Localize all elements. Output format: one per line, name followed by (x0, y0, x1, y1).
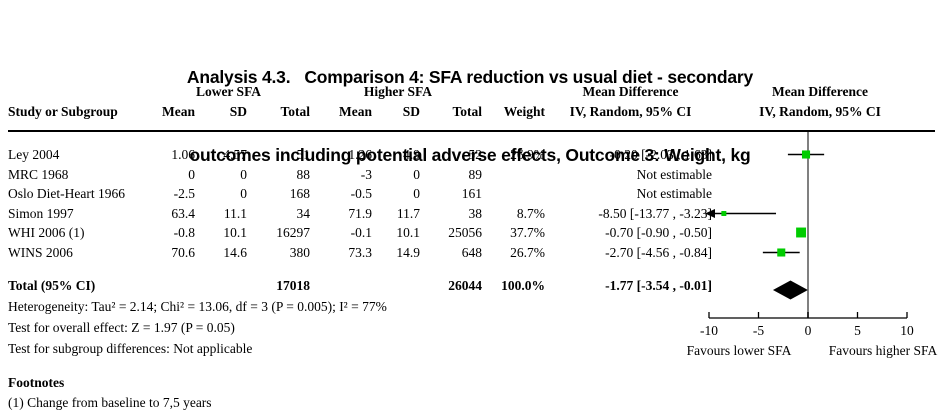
study-name: WHI 2006 (1) (8, 225, 85, 240)
analysis-title: Analysis 4.3. Comparison 4: SFA reductio… (0, 12, 940, 220)
analysis-title-line2: outcomes including potential adverse eff… (189, 145, 751, 165)
table-row: WHI 2006 (1) -0.8 10.1 16297 -0.1 10.1 25056 37… (0, 225, 940, 241)
ci-text: Not estimable (636, 186, 712, 201)
mean-lower: 0 (188, 167, 195, 182)
axis-tick-label: 5 (854, 323, 861, 338)
sd-lower: 11.1 (223, 206, 247, 221)
table-row: Simon 1997 63.4 11.1 34 71.9 11.7 38 8.7% -8.50 … (0, 206, 940, 222)
sd-lower: 4.57 (223, 147, 247, 162)
axis-tick-label: -10 (700, 323, 718, 338)
axis-tick-label: 0 (805, 323, 812, 338)
mean-higher: -0.5 (350, 186, 372, 201)
group-header-higher-sfa: Higher SFA (363, 84, 433, 99)
total-row: Total (95% CI) 17018 26044 100.0% -1.77 … (0, 278, 940, 294)
weight-value (486, 186, 545, 202)
mean-lower: -0.8 (173, 225, 195, 240)
footnote-1: (1) Change from baseline to 7,5 years (8, 395, 212, 410)
total-lower: 16297 (276, 225, 310, 240)
mean-higher: 73.3 (348, 245, 372, 260)
total-higher: 38 (468, 206, 483, 221)
col-header-mean-2: Mean (339, 104, 372, 119)
study-name: MRC 1968 (8, 167, 69, 182)
weight-value: 26.7% (510, 245, 545, 260)
axis-tick-label: 10 (900, 323, 914, 338)
col-header-sd-1: SD (229, 104, 247, 119)
sd-higher: 14.9 (396, 245, 420, 260)
header-rule (8, 130, 935, 132)
sd-higher: 4.9 (403, 147, 420, 162)
table-row: WINS 2006 70.6 14.6 380 73.3 14.9 648 26.7% -2.7… (0, 245, 940, 261)
table-row: Ley 2004 1.06 4.57 51 1.26 4.9 52 26.9% -0.20 [-… (0, 147, 940, 163)
total-lower: 88 (296, 167, 311, 182)
mean-lower: 1.06 (171, 147, 195, 162)
table-row: Oslo Diet-Heart 1966 -2.5 0 168 -0.5 0 161 Not … (0, 186, 940, 202)
mean-higher: -0.1 (350, 225, 372, 240)
group-header-md-plot: Mean Difference (771, 84, 869, 99)
mean-higher: -3 (360, 167, 372, 182)
col-header-study: Study or Subgroup (8, 104, 118, 119)
mean-lower: 63.4 (171, 206, 195, 221)
ci-text: -8.50 [-13.77 , -3.23] (598, 206, 712, 221)
ci-text: Not estimable (636, 167, 712, 182)
total-higher: 648 (461, 245, 482, 260)
weight-value: 37.7% (510, 225, 545, 240)
favours-higher-label: Favours higher SFA (829, 343, 938, 358)
col-header-iv-text: IV, Random, 95% CI (569, 104, 692, 119)
total-weight: 100.0% (501, 278, 545, 293)
total-lower: 168 (289, 186, 310, 201)
total-label: Total (95% CI) (8, 278, 96, 293)
ci-text: -0.70 [-0.90 , -0.50] (605, 225, 712, 240)
col-header-total-2: Total (452, 104, 482, 119)
total-n-lower: 17018 (276, 278, 310, 293)
table-row: MRC 1968 0 0 88 -3 0 89 Not estimable (0, 167, 940, 183)
sd-higher: 0 (413, 167, 420, 182)
total-n-higher: 26044 (448, 278, 482, 293)
sd-lower: 0 (240, 167, 247, 182)
study-name: WINS 2006 (8, 245, 73, 260)
mean-higher: 71.9 (348, 206, 372, 221)
study-name: Oslo Diet-Heart 1966 (8, 186, 125, 201)
col-header-weight: Weight (503, 104, 545, 119)
subgroup-diff-line: Test for subgroup differences: Not appli… (8, 341, 253, 356)
group-header-md-text: Mean Difference (582, 84, 679, 99)
favours-lower-label: Favours lower SFA (687, 343, 792, 358)
weight-value (486, 167, 545, 183)
weight-value: 8.7% (516, 206, 545, 221)
col-header-iv-plot: IV, Random, 95% CI (759, 104, 881, 119)
axis-tick-label: -5 (753, 323, 764, 338)
overall-effect-line: Test for overall effect: Z = 1.97 (P = 0… (8, 320, 235, 335)
study-name: Ley 2004 (8, 147, 60, 162)
group-header-lower-sfa: Lower SFA (195, 84, 262, 99)
total-higher: 161 (461, 186, 482, 201)
total-ci: -1.77 [-3.54 , -0.01] (605, 278, 712, 293)
sd-lower: 0 (240, 186, 247, 201)
footnotes-heading: Footnotes (8, 375, 65, 390)
mean-higher: 1.26 (348, 147, 372, 162)
mean-lower: -2.5 (173, 186, 195, 201)
study-name: Simon 1997 (8, 206, 74, 221)
sd-higher: 10.1 (396, 225, 420, 240)
group-header-row: Lower SFA Higher SFA Mean Difference Mea… (0, 84, 940, 100)
total-higher: 52 (468, 147, 483, 162)
col-header-sd-2: SD (402, 104, 420, 119)
heterogeneity-line: Heterogeneity: Tau² = 2.14; Chi² = 13.06… (8, 299, 387, 314)
sd-lower: 10.1 (223, 225, 247, 240)
column-header-row: Study or Subgroup Mean SD Total Mean SD … (0, 104, 940, 120)
total-lower: 34 (296, 206, 311, 221)
col-header-mean-1: Mean (162, 104, 195, 119)
sd-lower: 14.6 (223, 245, 247, 260)
col-header-total-1: Total (280, 104, 310, 119)
analysis-title-line1: Analysis 4.3. Comparison 4: SFA reductio… (186, 67, 754, 87)
sd-higher: 11.7 (396, 206, 420, 221)
total-lower: 51 (296, 147, 311, 162)
total-higher: 25056 (448, 225, 482, 240)
total-lower: 380 (289, 245, 310, 260)
ci-text: -0.20 [-2.03 , 1.63] (609, 147, 712, 162)
ci-text: -2.70 [-4.56 , -0.84] (605, 245, 712, 260)
weight-value: 26.9% (510, 147, 545, 162)
sd-higher: 0 (413, 186, 420, 201)
mean-lower: 70.6 (171, 245, 195, 260)
total-higher: 89 (468, 167, 483, 182)
